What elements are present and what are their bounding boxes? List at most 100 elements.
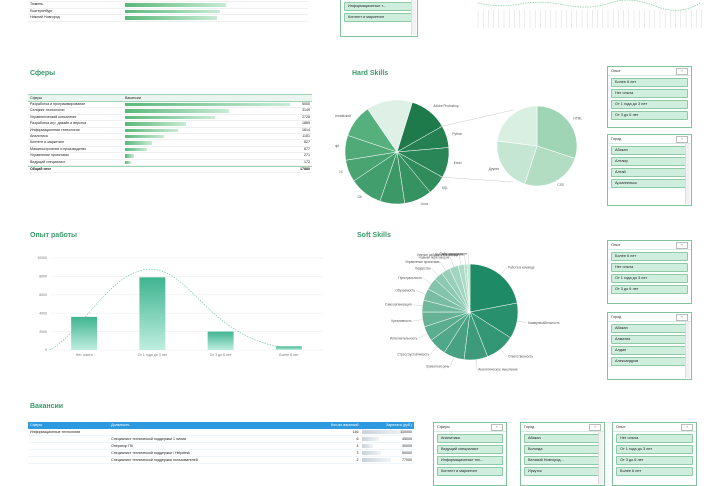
salary-cell: 77000 [361, 457, 414, 463]
slicer-item[interactable]: Нет опыта [611, 89, 688, 98]
slicer-scrollbar[interactable] [685, 322, 690, 378]
slicer-item[interactable]: Контент и маркетинг [437, 467, 503, 476]
spheres-col-vacancies[interactable]: Вакансии [125, 95, 312, 101]
slicer-scrollbar[interactable] [685, 144, 690, 204]
table-row[interactable]: Специалист технической поддержки пользов… [28, 457, 414, 464]
clear-filter-icon[interactable]: ⨯ [491, 424, 503, 431]
slicer-item[interactable]: Алматия [611, 335, 688, 344]
slicer-item[interactable]: Нет опыта [611, 263, 688, 272]
slicer-item[interactable]: Аналитика [437, 434, 503, 443]
clear-filter-icon[interactable]: ⨯ [676, 68, 688, 75]
spheres-table: Сферы Вакансии Разработка и программиров… [28, 94, 312, 173]
slicer-item[interactable]: От 3 до 6 лет [611, 285, 688, 294]
slicer-item[interactable]: Контент и маркетинг [344, 13, 414, 22]
y-tick-label: 6000 [39, 293, 47, 297]
slicer-item[interactable]: Алтай [611, 168, 688, 177]
slicer-item[interactable]: Александров [611, 357, 688, 366]
slice-label: Работа в команде [508, 265, 535, 269]
y-tick-label: 2000 [39, 330, 47, 334]
slice-label: Python [452, 132, 462, 136]
data-bar [125, 116, 215, 119]
clear-filter-icon[interactable]: ⨯ [676, 136, 688, 143]
data-bar [125, 3, 226, 6]
experience-title: Опыт работы [30, 232, 77, 239]
slicer-item[interactable]: От 1 года до 3 лет [611, 100, 688, 109]
spheres-col-sphere[interactable]: Сферы [28, 95, 125, 101]
salary-cell: 110000 [361, 429, 414, 435]
slicer-item[interactable]: Архангельск [611, 179, 688, 188]
clear-filter-icon[interactable]: ⨯ [676, 242, 688, 249]
vac-col-position[interactable]: Должность [109, 422, 314, 429]
slicer-item[interactable]: Более 6 лет [611, 252, 688, 261]
x-category-label: От 3 до 6 лет [210, 353, 232, 357]
slicer-item[interactable]: Нет опыта [616, 434, 693, 443]
leader-line [450, 257, 453, 266]
bar[interactable] [208, 332, 234, 350]
clear-filter-icon[interactable]: ⨯ [589, 424, 601, 431]
slicer-item[interactable]: Ведущий специалист [437, 445, 503, 454]
table-row[interactable]: Специалист технической поддержки / Helpd… [28, 450, 414, 457]
slicer-item[interactable]: Алтаир [611, 157, 688, 166]
slicer-item[interactable]: Более 6 лет [616, 467, 693, 476]
slicer-item[interactable]: Абакан [611, 324, 688, 333]
slicer-item[interactable]: Великий Новгород... [524, 456, 601, 465]
y-tick-label: 0 [45, 348, 47, 352]
vacancy-count: 5000 [302, 102, 310, 107]
slicer-item[interactable]: Вологда [524, 445, 601, 454]
bar[interactable] [276, 346, 302, 350]
position-cell: Оператор ПК [109, 443, 314, 449]
row-label: Иркутск [28, 0, 125, 1]
slicer-scrollbar[interactable] [411, 0, 416, 35]
slicer-item[interactable]: Иркутск [524, 467, 601, 476]
leader-line [517, 321, 527, 323]
bar[interactable] [71, 317, 97, 350]
position-cell: Специалист технической поддержки 1 линии [109, 436, 314, 442]
slicer-item[interactable]: От 3 до 6 лет [616, 456, 693, 465]
clear-filter-icon[interactable]: ⨯ [676, 314, 688, 321]
y-tick-label: 4000 [39, 311, 47, 315]
slicer-item[interactable]: Информационные тех... [437, 456, 503, 465]
slice-label: Adobe Photoshop [433, 104, 459, 108]
slicer-scrollbar[interactable] [598, 432, 603, 484]
data-bar [125, 10, 220, 13]
city-slicer-title: Город [611, 315, 621, 319]
slice-label: Пунктуальность [398, 276, 422, 280]
soft-skills-title: Soft Skills [357, 232, 391, 239]
slicer-item[interactable]: От 1 года до 3 лет [616, 445, 693, 454]
leader-line [450, 357, 453, 366]
slicer-item[interactable]: Более 6 лет [611, 78, 688, 87]
sphere-cell [28, 450, 109, 456]
slicer-item[interactable]: Абакан [611, 146, 688, 155]
leader-line [501, 349, 507, 357]
bar[interactable] [139, 277, 165, 350]
leader-line [416, 291, 425, 295]
clear-filter-icon[interactable]: ⨯ [681, 424, 693, 431]
sphere-label: Разработка и программирование [28, 102, 125, 107]
slicer-item[interactable]: От 1 года до 3 лет [611, 274, 688, 283]
slicer-item[interactable]: Абакан [524, 434, 601, 443]
slicer-item[interactable]: От 3 до 6 лет [611, 111, 688, 120]
slicer-item[interactable]: Алдан [611, 346, 688, 355]
slice-label: Лидерство [415, 266, 431, 270]
experience-slicer-bottom: Опыт ⨯ Нет опыта От 1 года до 3 лет От 3 до… [612, 422, 697, 486]
slice-label: Ответственность [508, 355, 534, 359]
vac-col-count[interactable]: Кол-во вакансий [314, 422, 361, 429]
experience-slicer-title: Опыт [616, 425, 625, 429]
slicer-item[interactable]: Информационные т... [344, 2, 414, 11]
salary-bar [362, 458, 392, 462]
data-bar [125, 129, 178, 132]
table-row[interactable]: Специалист технической поддержки 1 линии… [28, 436, 414, 443]
slice-label: HTML [573, 117, 582, 121]
position-cell: Специалист технической поддержки / Helpd… [109, 450, 314, 456]
vac-col-salary[interactable]: Зарплата (руб.) [361, 422, 414, 429]
leader-line [476, 360, 477, 370]
data-bar [125, 103, 290, 106]
vac-col-sphere[interactable]: Сферы [28, 422, 109, 429]
